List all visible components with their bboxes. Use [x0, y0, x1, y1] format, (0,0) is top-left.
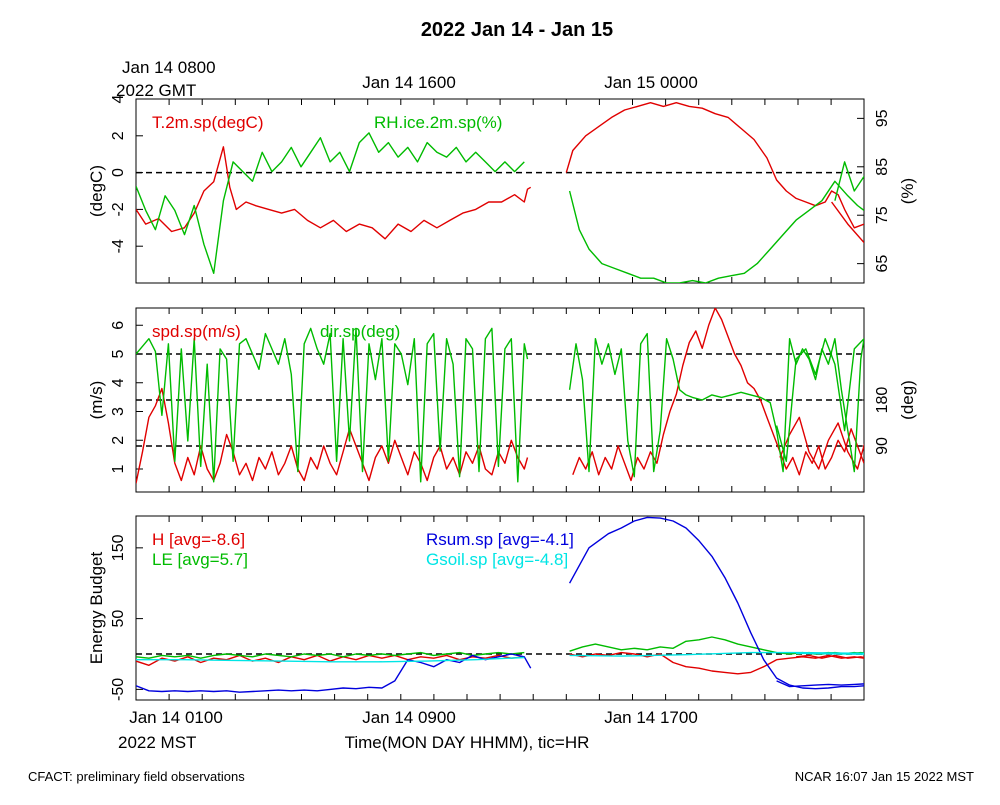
bottom-axis-label-1: Jan 14 0100	[129, 708, 223, 727]
legend-entry-green: RH.ice.2m.sp(%)	[374, 113, 502, 132]
y-tick-label-left: 4	[110, 378, 127, 387]
bottom-axis-label-2: Jan 14 0900	[362, 708, 456, 727]
series-line-red	[136, 387, 529, 484]
footer-left-note: CFACT: preliminary field observations	[28, 769, 245, 784]
series-line-red	[779, 416, 864, 470]
panel-temperature-humidity: -4 -2 0 2 4 65 75 85 95 (degC) (%) T.2m.sp(degC) RH.…	[87, 94, 917, 284]
y-tick-label-left: 0	[110, 168, 127, 177]
legend-entry-green: LE [avg=5.7]	[152, 550, 248, 569]
series-line-green	[136, 327, 529, 483]
series-line-green	[136, 651, 525, 659]
series-line-blue	[776, 680, 864, 688]
y-tick-label-left: 2	[110, 436, 127, 445]
y-tick-label-left: 3	[110, 407, 127, 416]
series-line-red	[565, 101, 864, 229]
top-axis-start-timezone: 2022 GMT	[116, 81, 196, 100]
y-tick-label-left: 2	[110, 131, 127, 140]
series-line-cyan	[796, 652, 864, 655]
y-tick-label-left: -50	[110, 678, 127, 701]
legend-entry-green: dir.sp(deg)	[320, 322, 400, 341]
series-group	[136, 101, 864, 283]
series-line-green	[834, 161, 864, 201]
series-line-green	[569, 636, 864, 655]
x-axis-title: Time(MON DAY HHMM), tic=HR	[345, 733, 590, 752]
series-line-red	[831, 201, 864, 244]
series-group	[136, 516, 864, 693]
series-line-green	[568, 180, 864, 283]
y-axis-title-left: (m/s)	[87, 381, 106, 420]
series-line-green	[568, 332, 864, 478]
y-tick-label-left: 6	[110, 321, 127, 330]
y-tick-label-left: -4	[110, 239, 127, 253]
series-line-cyan	[136, 656, 525, 663]
y-axis-title-right: (%)	[898, 178, 917, 204]
y-tick-label-left: 1	[110, 464, 127, 473]
y-tick-label-right: 65	[874, 255, 891, 273]
y-tick-label-right: 90	[874, 437, 891, 455]
y-tick-label-right: 75	[874, 206, 891, 224]
series-group	[136, 308, 864, 484]
panel-wind: 1 2 3 4 5 6 90 180 (m/s) (deg) spd.sp(m/s) dir.sp(d…	[87, 307, 917, 493]
series-line-blue	[136, 653, 532, 693]
y-tick-label-left: -2	[110, 202, 127, 216]
bottom-axis-timezone: 2022 MST	[118, 733, 196, 752]
series-line-blue	[568, 516, 864, 690]
top-axis-label-1: Jan 14 1600	[362, 73, 456, 92]
y-tick-label-left: 150	[110, 534, 127, 561]
top-axis-start-label: Jan 14 0800	[122, 58, 216, 77]
series-line-red	[796, 654, 864, 659]
bottom-axis-label-3: Jan 14 1700	[604, 708, 698, 727]
y-axis-title-left: (degC)	[87, 165, 106, 217]
legend-entry-red: T.2m.sp(degC)	[152, 113, 263, 132]
chart-title: 2022 Jan 14 - Jan 15	[421, 19, 613, 41]
y-axis-title-left: Energy Budget	[87, 551, 106, 664]
series-line-cyan	[569, 651, 864, 657]
series-line-red	[136, 146, 532, 240]
legend-entry-blue: Rsum.sp [avg=-4.1]	[426, 530, 574, 549]
footer-right-note: NCAR 16:07 Jan 15 2022 MST	[795, 769, 974, 784]
y-tick-label-right: 95	[874, 109, 891, 127]
top-axis-label-2: Jan 15 0000	[604, 73, 698, 92]
series-line-red	[572, 308, 864, 482]
legend-entry-cyan: Gsoil.sp [avg=-4.8]	[426, 550, 568, 569]
series-line-green	[775, 338, 864, 462]
series-line-green	[136, 132, 525, 274]
y-tick-label-left: 5	[110, 349, 127, 358]
y-axis-title-right: (deg)	[898, 380, 917, 420]
y-tick-label-right: 180	[874, 387, 891, 414]
legend-entry-red: H [avg=-8.6]	[152, 530, 245, 549]
legend-entry-red: spd.sp(m/s)	[152, 322, 241, 341]
y-tick-label-left: 50	[110, 610, 127, 628]
y-tick-label-right: 85	[874, 158, 891, 176]
y-tick-label-left: 4	[110, 94, 127, 103]
